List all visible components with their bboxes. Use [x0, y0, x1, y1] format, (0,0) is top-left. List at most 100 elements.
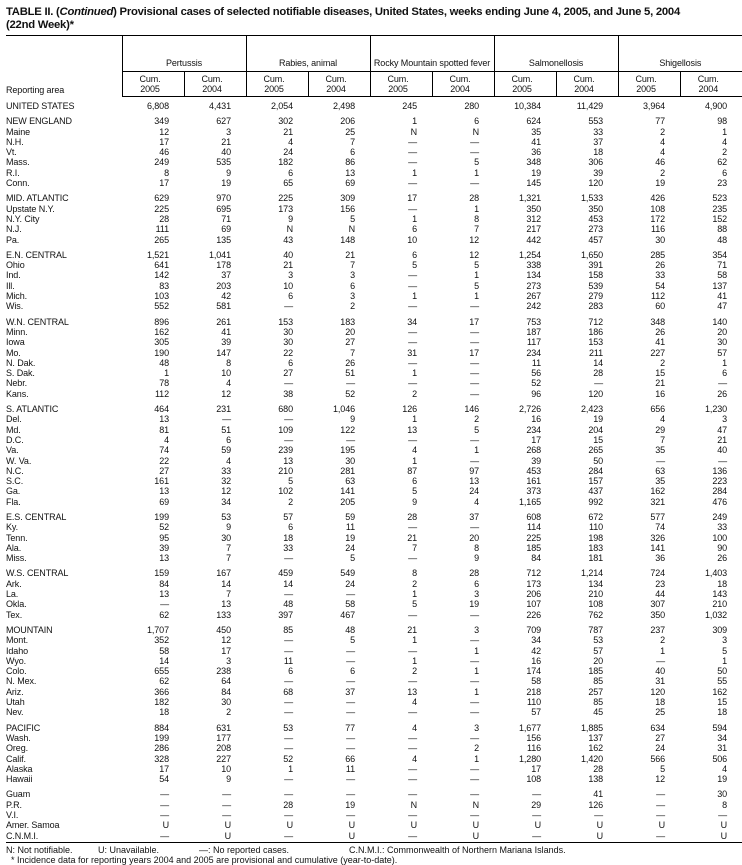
case-count-cell: 267	[526, 291, 542, 302]
case-count-cell: 41	[531, 136, 542, 147]
case-count-cell: 26	[655, 326, 666, 337]
case-count-cell: 63	[655, 465, 666, 476]
case-count-cell: 18	[283, 532, 293, 543]
case-count-cell: —	[408, 676, 418, 687]
reporting-area: Amer. Samoa	[6, 820, 60, 831]
case-count-cell: 24	[283, 147, 293, 158]
case-count-cell: 1	[474, 270, 480, 281]
case-count-cell: 373	[526, 486, 542, 497]
case-count-cell: 1,650	[581, 249, 604, 260]
column-group-header: Shigellosis	[617, 35, 742, 72]
case-count-cell: —	[470, 609, 480, 620]
case-count-cell: 40	[655, 666, 666, 677]
case-count-cell: 141	[340, 486, 356, 497]
case-count-cell: 153	[278, 316, 293, 327]
case-count-cell: 20	[593, 655, 604, 666]
case-count-cell: 1	[722, 357, 728, 368]
subcolumn-header: Cum. 2005	[245, 71, 308, 97]
case-count-cell: 30	[221, 532, 231, 543]
case-count-cell: 4	[474, 496, 480, 507]
case-count-cell: 328	[154, 753, 169, 764]
case-count-cell: 4	[412, 722, 418, 733]
case-count-cell: 45	[593, 707, 604, 718]
case-count-cell: —	[408, 178, 418, 189]
title-week: (22nd Week)*	[6, 19, 74, 31]
case-count-cell: 506	[712, 753, 728, 764]
reporting-area: Va.	[6, 445, 19, 456]
case-count-cell: 31	[717, 743, 728, 754]
case-count-cell: —	[656, 655, 666, 666]
case-count-cell: 641	[154, 260, 169, 271]
case-count-cell: 111	[155, 224, 169, 235]
case-count-cell: 261	[216, 316, 231, 327]
case-count-cell: 326	[650, 532, 666, 543]
case-count-cell: 539	[588, 280, 604, 291]
case-count-cell: 9	[288, 213, 293, 224]
case-count-cell: 167	[216, 568, 231, 579]
reporting-area: Tenn.	[6, 532, 28, 543]
case-count-cell: 354	[712, 249, 728, 260]
case-count-cell: 108	[650, 203, 666, 214]
table-row: UNITED STATES 6,808 4,431 2,054 2,498 245 280 1…	[6, 97, 742, 112]
case-count-cell: 1	[412, 368, 418, 379]
case-count-cell: 2,423	[581, 404, 604, 415]
case-count-cell: 2	[660, 167, 666, 178]
case-count-cell: 87	[407, 465, 418, 476]
case-count-cell: 17	[469, 316, 480, 327]
case-count-cell: 1,230	[705, 404, 728, 415]
case-count-cell: —	[656, 810, 666, 820]
case-count-cell: 13	[283, 455, 293, 466]
reporting-area: Fla.	[6, 496, 21, 507]
case-count-cell: 9	[350, 414, 356, 425]
table-row: MID. ATLANTIC 629 970 225 309 17 28 1,321 1,533 4…	[6, 188, 742, 203]
case-count-cell: 6	[722, 167, 728, 178]
case-count-cell: 397	[278, 609, 293, 620]
table-row: N.Y. City 28 71 9 5 1 8 312 453 172 152	[6, 214, 742, 224]
case-count-cell: 103	[154, 291, 169, 302]
case-count-cell: 84	[531, 553, 542, 564]
case-count-cell: 50	[593, 455, 604, 466]
case-count-cell: 302	[278, 116, 293, 127]
case-count-cell: 84	[221, 686, 231, 697]
case-count-cell: 1	[412, 655, 418, 666]
reporting-area-header: Reporting area	[6, 35, 122, 97]
case-count-cell: 10	[407, 234, 418, 245]
case-count-cell: 12	[469, 234, 480, 245]
legend-cnmi: C.N.M.I.: Commonwealth of Northern Maria…	[349, 844, 566, 855]
table-row: Iowa 305 39 30 27 — — 117 153 41 30	[6, 337, 742, 347]
reporting-area: N.H.	[6, 136, 24, 147]
subcolumn-cum: Cum.	[325, 74, 347, 84]
case-count-cell: 1	[412, 635, 418, 646]
table-row: R.I. 8 9 6 13 1 1 19 39 2 6	[6, 168, 742, 178]
reporting-area: Nev.	[6, 707, 24, 718]
case-count-cell: 3	[350, 291, 356, 302]
table-row: E.S. CENTRAL 199 53 57 59 28 37 608 672 577 249	[6, 507, 742, 522]
case-count-cell: 7	[350, 347, 356, 358]
case-count-cell: 145	[526, 178, 542, 189]
case-count-cell: 1	[412, 213, 418, 224]
case-count-cell: 712	[526, 568, 542, 579]
case-count-cell: 19	[221, 178, 231, 189]
case-count-cell: —	[470, 655, 480, 666]
case-count-cell: 273	[588, 224, 604, 235]
case-count-cell: 57	[717, 347, 728, 358]
case-count-cell: 16	[655, 388, 666, 399]
case-count-cell: 709	[526, 624, 542, 635]
case-count-cell: —	[532, 810, 542, 820]
subcolumn-year: 2004	[326, 84, 346, 94]
case-count-cell: 69	[159, 496, 169, 507]
case-count-cell: 30	[283, 326, 293, 337]
case-count-cell: —	[346, 589, 356, 600]
reporting-area: Miss.	[6, 553, 27, 564]
case-count-cell: —	[470, 301, 480, 312]
table-row: Idaho 58 17 — — — 1 42 57 1 5	[6, 646, 742, 656]
case-count-cell: 22	[283, 347, 293, 358]
case-count-cell: 11	[345, 763, 356, 774]
case-count-cell: 16	[531, 414, 542, 425]
case-count-cell: 102	[278, 486, 293, 497]
case-count-cell: 1	[412, 167, 418, 178]
case-count-cell: 162	[650, 486, 666, 497]
case-count-cell: 116	[650, 224, 666, 235]
subcolumn-year: 2005	[140, 84, 160, 94]
case-count-cell: 178	[216, 260, 231, 271]
